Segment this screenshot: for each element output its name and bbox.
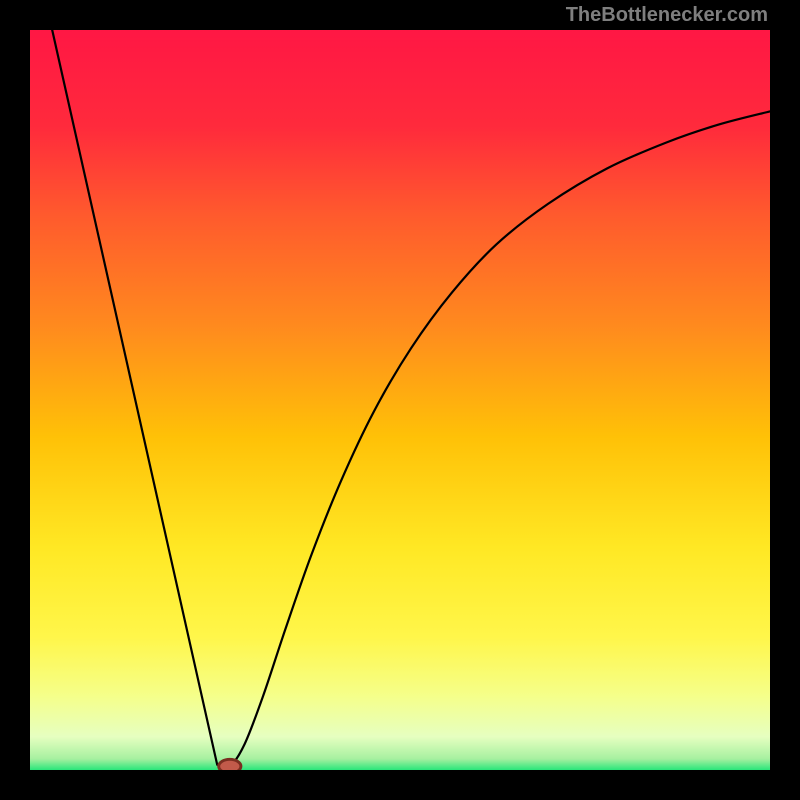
chart-frame: TheBottlenecker.com	[0, 0, 800, 800]
marker-layer	[30, 30, 770, 770]
watermark-text: TheBottlenecker.com	[566, 4, 768, 27]
minimum-marker	[219, 759, 241, 770]
plot-area	[30, 30, 770, 770]
